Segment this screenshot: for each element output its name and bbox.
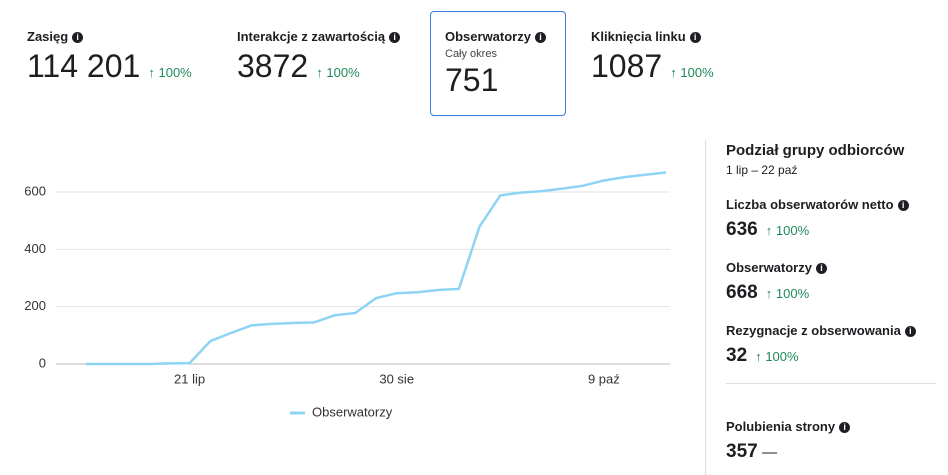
metric-row: 1087 ↑ 100%	[591, 48, 714, 85]
change: ↑ 100%	[751, 349, 799, 364]
panel-label: Rezygnacje z obserwowania i	[726, 323, 916, 338]
y-tick-label: 0	[39, 355, 46, 370]
metric-card[interactable]	[430, 11, 566, 116]
x-tick-label: 21 lip	[174, 371, 205, 386]
info-icon[interactable]: i	[815, 263, 827, 274]
panel-title: Podział grupy odbiorców	[726, 142, 905, 159]
text: 100%	[158, 65, 192, 80]
change: ↑ 100%	[762, 223, 810, 238]
panel-row: 32 ↑ 100%	[726, 345, 799, 367]
x-tick-label: 9 paź	[588, 371, 620, 386]
info-icon[interactable]: i	[839, 422, 851, 433]
text: Obserwatorzy	[726, 260, 812, 275]
metric-value: 114 201	[27, 48, 141, 84]
metric-value: 1087	[591, 48, 663, 84]
text: 100%	[765, 349, 799, 364]
x-tick-label: 30 sie	[379, 371, 414, 386]
metric-row: 3872 ↑ 100%	[237, 48, 360, 85]
change: ↑ 100%	[762, 286, 810, 301]
metric-label: Obserwatorzy i	[445, 29, 546, 44]
change: ↑ 100%	[312, 65, 360, 80]
info-icon[interactable]: i	[534, 32, 546, 43]
metric-label: Kliknięcia linku i	[591, 29, 701, 44]
metric-row: 114 201 ↑ 100%	[27, 48, 192, 85]
panel-period: 1 lip – 22 paź	[726, 163, 798, 177]
info-icon[interactable]: i	[689, 32, 701, 43]
chart: 0 200 400 600 21 lip 30 sie 9 paź Obserwatorzy	[24, 171, 670, 419]
panel-row: 357 —	[726, 441, 777, 463]
legend-label: Obserwatorzy	[312, 404, 393, 419]
data-line	[86, 171, 667, 366]
panel-value: 636	[726, 219, 758, 240]
metric-value: 3872	[237, 48, 309, 84]
text: Interakcje z zawartością	[237, 29, 386, 44]
text: Obserwatorzy	[445, 29, 531, 44]
metric-label: Interakcje z zawartością i	[237, 29, 401, 44]
text: 100%	[775, 223, 810, 238]
separator	[726, 383, 936, 384]
change: —	[762, 444, 778, 461]
divider	[705, 140, 706, 475]
text: 100%	[326, 65, 360, 80]
panel-value: 668	[726, 282, 758, 303]
text: Liczba obserwatorów netto	[726, 197, 894, 212]
text: Kliknięcia linku	[591, 29, 686, 44]
change: ↑ 100%	[144, 65, 192, 80]
panel-label: Polubienia strony i	[726, 419, 851, 434]
text: Polubienia strony	[726, 419, 836, 434]
text: Rezygnacje z obserwowania	[726, 323, 901, 338]
info-icon[interactable]: i	[72, 32, 84, 43]
metric-label: Zasięg i	[27, 29, 84, 44]
text: Zasięg	[27, 29, 69, 44]
text: 100%	[680, 65, 714, 80]
info-icon[interactable]: i	[904, 326, 916, 337]
panel-value: 32	[726, 345, 748, 366]
y-tick-label: 200	[24, 298, 46, 313]
panel-row: 668 ↑ 100%	[726, 282, 809, 304]
panel-label: Liczba obserwatorów netto i	[726, 197, 909, 212]
info-icon[interactable]: i	[389, 32, 401, 43]
y-tick-label: 600	[24, 183, 46, 198]
panel-row: 636 ↑ 100%	[726, 219, 809, 241]
panel-value: 357	[726, 441, 758, 462]
change: ↑ 100%	[666, 65, 714, 80]
info-icon[interactable]: i	[897, 200, 909, 211]
metric-sublabel: Cały okres	[445, 48, 497, 60]
text: 100%	[775, 286, 810, 301]
panel-label: Obserwatorzy i	[726, 260, 827, 275]
metric-value: 751	[445, 62, 499, 98]
y-tick-label: 400	[24, 241, 46, 256]
